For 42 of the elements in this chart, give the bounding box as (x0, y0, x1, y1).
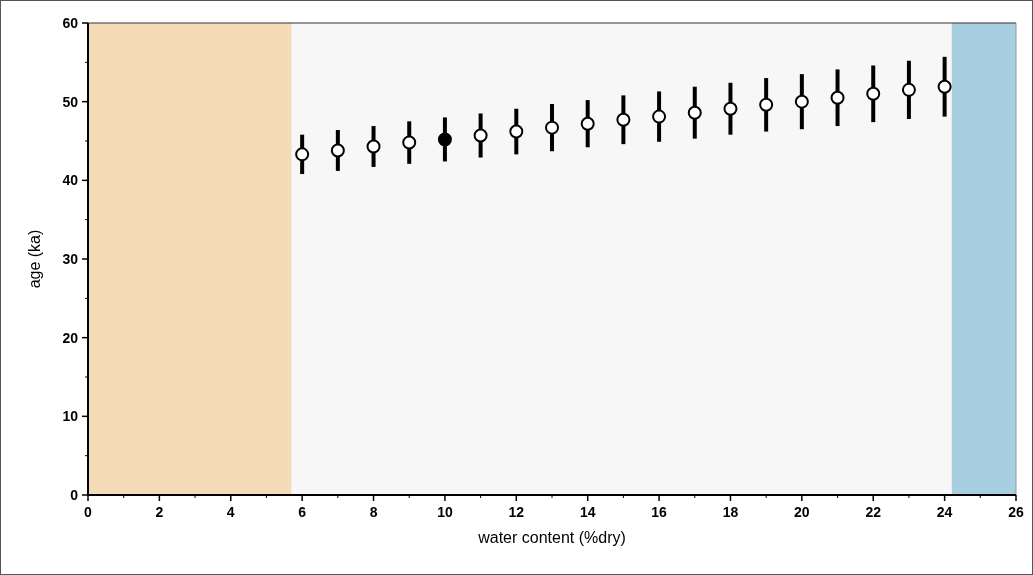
x-tick-label: 6 (298, 504, 307, 520)
x-tick-label: 8 (369, 504, 378, 520)
point (723, 101, 738, 116)
y-tick-label: 20 (62, 329, 79, 346)
point (437, 132, 452, 147)
point (509, 124, 524, 139)
point (830, 90, 845, 105)
point (687, 105, 702, 120)
x-tick-label: 26 (1008, 504, 1024, 520)
y-tick-label: 0 (70, 487, 79, 503)
x-tick-label: 20 (794, 504, 810, 520)
point (295, 147, 310, 162)
point (794, 94, 809, 109)
y-axis-title: age (ka) (26, 229, 43, 289)
x-tick-label: 12 (508, 504, 525, 520)
point (901, 82, 916, 97)
x-axis-title: water content (%dry) (477, 529, 626, 546)
point (473, 128, 488, 143)
x-tick-label: 4 (226, 504, 235, 520)
x-tick-label: 18 (722, 504, 739, 520)
y-tick-label: 30 (62, 251, 79, 267)
y-tick-label: 40 (62, 172, 79, 189)
x-tick-label: 0 (84, 504, 93, 520)
point (866, 86, 881, 101)
x-tick-label: 2 (155, 504, 164, 520)
point (545, 120, 559, 135)
y-tick-label: 60 (62, 15, 79, 31)
point (402, 135, 417, 150)
point (937, 79, 952, 94)
x-tick-label: 16 (651, 504, 668, 520)
x-tick-label: 14 (579, 504, 596, 520)
x-tick-label: 24 (936, 504, 953, 520)
x-tick-label: 10 (437, 504, 453, 520)
point (330, 143, 345, 158)
x-tick-label: 22 (865, 504, 882, 520)
point (580, 116, 595, 131)
point (652, 109, 667, 124)
y-tick-label: 10 (62, 408, 79, 425)
point (616, 112, 631, 127)
point (366, 139, 381, 154)
y-tick-label: 50 (62, 93, 79, 110)
point (759, 97, 774, 112)
